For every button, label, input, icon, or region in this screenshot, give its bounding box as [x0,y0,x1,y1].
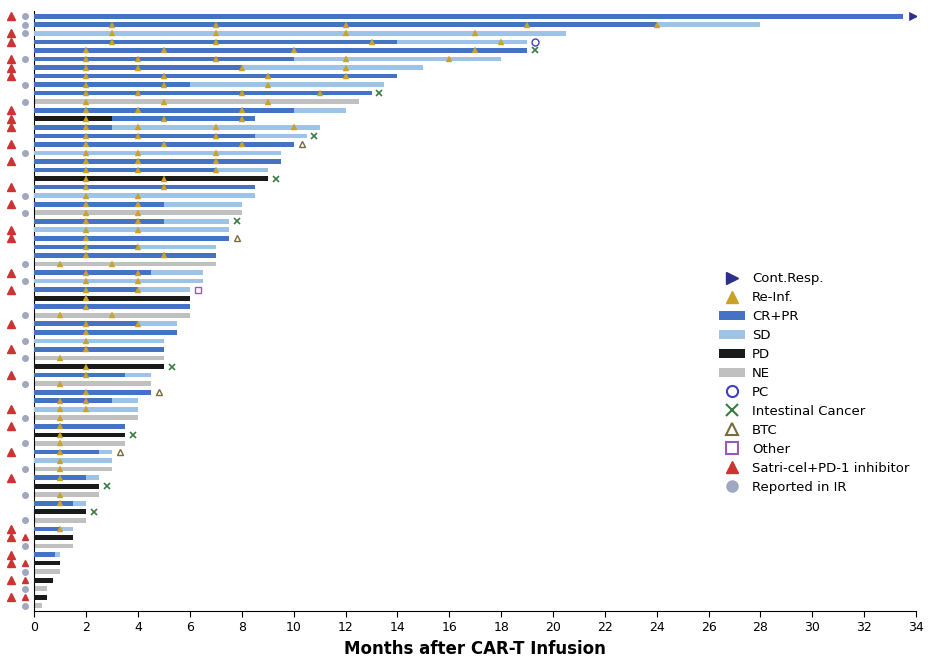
Bar [35,458,112,463]
Bar [35,501,73,506]
X-axis label: Months after CAR-T Infusion: Months after CAR-T Infusion [344,640,606,658]
Bar [73,501,86,506]
Bar [190,82,384,87]
Bar [35,14,903,19]
Bar [35,450,99,454]
Bar [35,304,190,309]
Bar [165,219,229,223]
Bar [35,48,527,53]
Bar [35,586,48,591]
Bar [112,125,320,130]
Bar [35,108,294,112]
Bar [35,185,255,189]
Bar [35,578,52,583]
Bar [35,424,125,429]
Bar [35,364,165,369]
Bar [165,202,242,207]
Bar [35,168,216,173]
Bar [35,561,61,565]
Bar [35,219,165,223]
Bar [294,57,501,62]
Bar [35,407,138,411]
Bar [138,245,216,250]
Bar [35,415,138,420]
Bar [35,569,61,574]
Bar [35,510,86,514]
Bar [35,484,99,488]
Bar [61,527,73,531]
Bar [35,116,255,121]
Bar [35,253,216,258]
Bar [35,31,566,35]
Bar [294,108,346,112]
Bar [35,74,397,78]
Bar [35,433,125,438]
Bar [397,39,527,44]
Bar [125,373,151,377]
Bar [112,398,138,403]
Bar [35,381,151,386]
Bar [35,373,125,377]
Bar [35,134,255,138]
Bar [35,142,294,147]
Bar [35,287,138,292]
Bar [35,441,125,446]
Bar [35,159,280,164]
Bar [35,227,229,232]
Bar [35,322,138,326]
Bar [138,322,177,326]
Bar [35,347,165,352]
Bar [35,296,190,300]
Bar [35,595,48,599]
Bar [99,450,112,454]
Bar [138,287,190,292]
Bar [35,262,216,266]
Bar [35,467,112,472]
Bar [35,339,165,343]
Bar [35,57,294,62]
Bar [35,39,397,44]
Legend: Cont.Resp., Re-Inf., CR+PR, SD, PD, NE, PC, Intestinal Cancer, BTC, Other, Satri: Cont.Resp., Re-Inf., CR+PR, SD, PD, NE, … [719,272,910,494]
Bar [35,398,112,403]
Bar [35,116,112,121]
Bar [242,65,424,70]
Bar [35,65,242,70]
Bar [35,544,73,549]
Bar [35,390,151,395]
Bar [35,279,203,284]
Bar [255,134,307,138]
Bar [35,23,656,27]
Bar [35,313,190,318]
Bar [656,23,760,27]
Bar [151,270,203,275]
Bar [35,193,255,198]
Bar [35,82,190,87]
Bar [35,245,138,250]
Bar [35,552,55,557]
Bar [35,527,61,531]
Bar [86,475,99,480]
Bar [35,236,229,241]
Bar [35,518,86,522]
Bar [35,330,177,334]
Bar [216,168,267,173]
Bar [35,176,267,181]
Bar [35,270,151,275]
Bar [35,356,165,361]
Bar [35,211,242,215]
Bar [35,535,73,540]
Bar [35,125,112,130]
Bar [35,99,358,104]
Bar [35,492,99,497]
Bar [35,91,371,96]
Bar [35,202,165,207]
Bar [35,475,86,480]
Bar [55,552,61,557]
Bar [35,603,42,608]
Bar [35,151,280,155]
